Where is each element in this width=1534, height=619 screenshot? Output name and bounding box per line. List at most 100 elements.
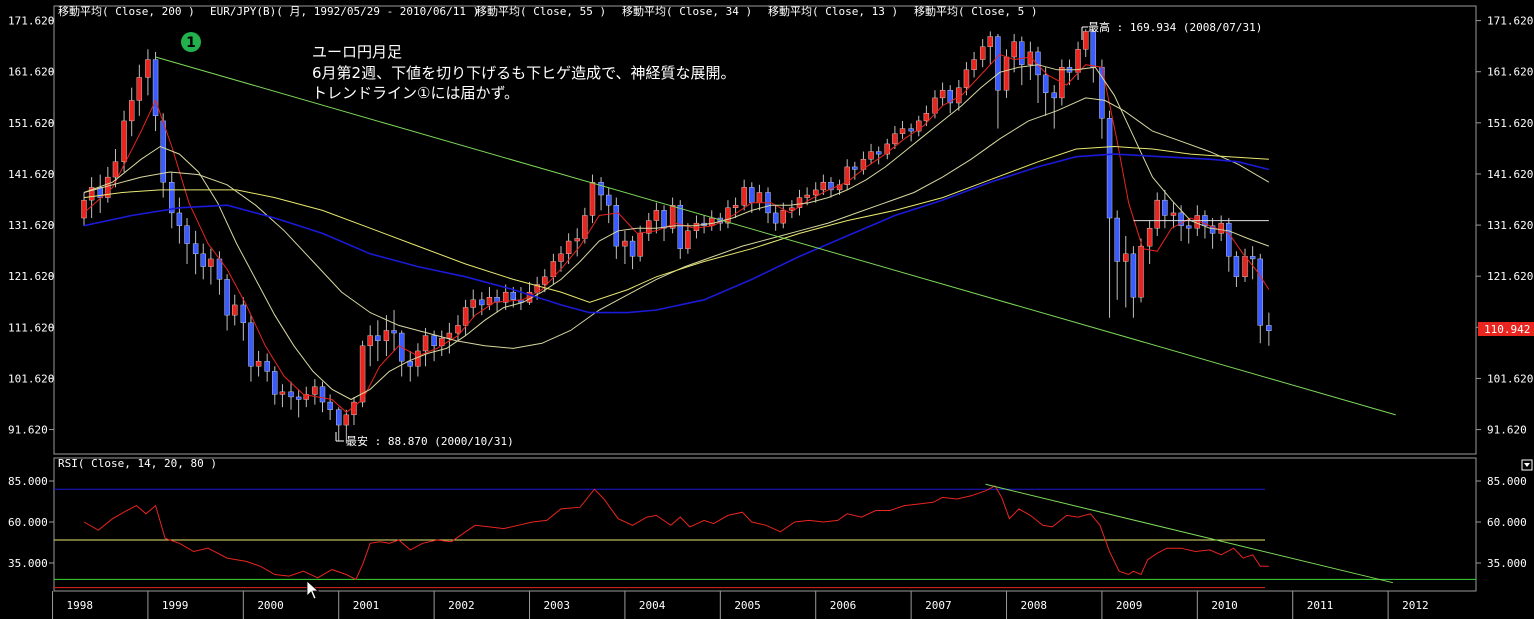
candle-up [899, 128, 906, 134]
chart-grid [53, 5, 1477, 592]
candle-up [121, 120, 127, 162]
price-tick-label-left: 91.620 [8, 424, 48, 437]
candle-up [351, 401, 357, 416]
x-tick-label: 2006 [830, 599, 857, 612]
x-tick-label: 2004 [639, 599, 666, 612]
candle-up [1027, 51, 1034, 65]
candle-down [1249, 256, 1256, 260]
candle-up [1154, 199, 1160, 229]
rsi-tick-label-left: 60.000 [8, 516, 48, 529]
candle-down [1257, 258, 1263, 326]
candle-up [868, 151, 874, 160]
candle-down [908, 128, 914, 132]
candle-down [598, 182, 604, 196]
annotation-line-1: ユーロ円月足 [312, 43, 402, 61]
candle-down [1035, 51, 1041, 76]
annotation-line-2: 6月第2週、下値を切り下げるも下ヒゲ造成で、神経質な展開。 [312, 64, 736, 82]
x-tick-label: 2000 [257, 599, 284, 612]
candle-down [184, 225, 190, 244]
rsi-trendline [985, 483, 1394, 584]
candle-up [359, 345, 366, 403]
candle-up [732, 205, 739, 209]
candle-up [446, 332, 453, 339]
candle-down [1226, 222, 1232, 257]
price-tick-label-right: 121.620 [1487, 270, 1533, 283]
candle-up [232, 304, 238, 316]
current-price-tag [1478, 322, 1534, 336]
trendline-marker-number: 1 [186, 35, 196, 51]
candle-up [646, 220, 652, 234]
candle-up [486, 297, 493, 306]
candle-down [772, 212, 779, 224]
candle-up [932, 97, 938, 114]
candle-down [192, 243, 199, 255]
candle-up [725, 207, 731, 224]
rsi-tick-label-right: 60.000 [1487, 516, 1527, 529]
candle-down [264, 360, 270, 372]
candle-up [145, 59, 151, 78]
candle-down [1186, 225, 1192, 229]
candle-down [1209, 225, 1216, 234]
candle-down [1162, 199, 1168, 216]
candle-down [240, 304, 247, 324]
candle-up [939, 90, 946, 99]
rsi-title: RSI( Close, 14, 20, 80 ) [58, 457, 217, 470]
legend-ma5: 移動平均( Close, 5 ) [914, 4, 1037, 18]
candle-down [677, 205, 683, 249]
candle-down [947, 90, 953, 104]
candle-up [956, 87, 962, 104]
candle-up [653, 210, 660, 221]
rsi-tick-label-right: 85.000 [1487, 475, 1527, 488]
candle-up [971, 59, 977, 70]
candle-down [479, 299, 485, 306]
candle-up [979, 46, 986, 60]
price-tick-label-left: 141.620 [8, 168, 54, 181]
candle-up [367, 335, 373, 347]
rsi-tick-label-left: 85.000 [8, 475, 48, 488]
x-tick-label: 2005 [734, 599, 761, 612]
candle-up [987, 36, 993, 47]
candle-down [995, 36, 1001, 91]
candle-down [828, 182, 834, 191]
candle-up [923, 113, 930, 122]
candle-down [375, 335, 381, 341]
candle-up [550, 261, 557, 278]
candle-down [1051, 92, 1057, 99]
candle-down [407, 360, 413, 367]
candle-up [312, 386, 318, 395]
candle-up [1146, 228, 1153, 247]
candle-down [97, 187, 103, 198]
candle-down [613, 205, 620, 247]
mouse-cursor-icon [306, 580, 320, 600]
price-tick-label-left: 111.620 [8, 321, 54, 334]
candle-up [455, 325, 461, 334]
candle-down [749, 187, 755, 203]
candle-up [470, 299, 476, 308]
candle-down [875, 151, 882, 155]
candle-up [1082, 31, 1089, 50]
x-tick-label: 1998 [67, 599, 94, 612]
candle-up [565, 240, 572, 255]
current-price-value: 110.942 [1484, 323, 1530, 336]
candle-down [606, 194, 612, 206]
candle-down [1178, 212, 1184, 226]
price-tick-label-left: 101.620 [8, 372, 54, 385]
candle-up [128, 100, 135, 122]
x-tick-label: 2012 [1402, 599, 1429, 612]
low-label: 最安 : 88.870 (2000/10/31) [346, 434, 514, 448]
candle-up [622, 240, 628, 247]
legend-instrument: EUR/JPY(B)( 月, 1992/05/29 - 2010/06/11 ) [210, 5, 479, 18]
candle-up [693, 222, 700, 232]
price-tick-label-left: 161.620 [8, 66, 54, 79]
candle-up [789, 207, 795, 211]
candle-up [844, 166, 850, 185]
candle-down [1090, 31, 1097, 68]
candle-down [169, 182, 175, 214]
candle-up [884, 143, 890, 155]
candle-down [200, 253, 206, 267]
candle-up [820, 182, 827, 191]
candle-up [916, 120, 922, 132]
candle-up [383, 330, 390, 341]
candle-down [1114, 217, 1120, 262]
candle-up [756, 192, 763, 203]
